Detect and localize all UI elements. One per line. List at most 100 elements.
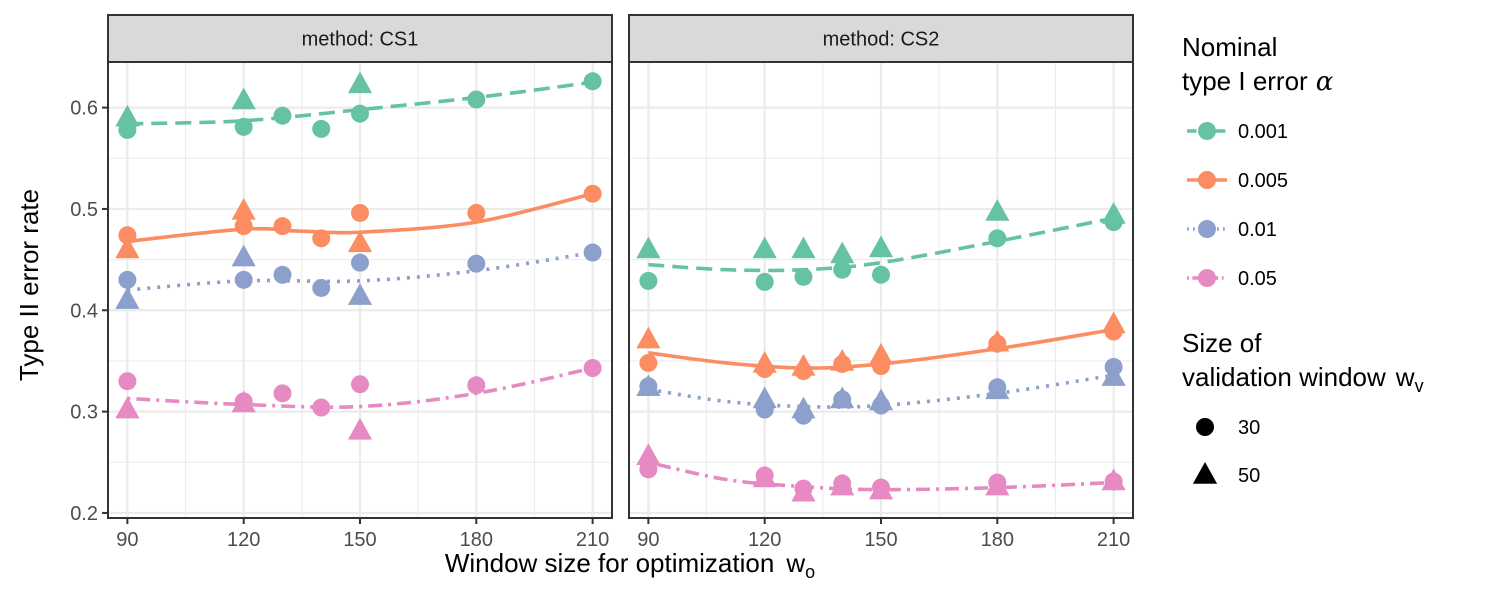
legend-label: 0.01 <box>1238 219 1277 241</box>
x-axis-title-subscript: o <box>805 562 815 582</box>
data-point-triangle <box>868 388 894 411</box>
data-point-circle <box>273 217 292 236</box>
data-point-triangle <box>752 386 777 409</box>
data-point-circle <box>755 272 774 291</box>
data-point-triangle <box>347 417 373 440</box>
data-point-triangle <box>115 104 140 127</box>
data-point-circle <box>118 270 137 289</box>
color-legend-title-line2: type I error α <box>1182 66 1334 97</box>
color-legend-title-text: type I error <box>1182 66 1308 96</box>
panel-1: method: CS1 90 120 150 180 210 0.2 0.3 0.4 0.5 0.6 <box>70 14 613 551</box>
panel-2: method: CS2 90 120 150 180 210 <box>628 14 1134 551</box>
facet-strip-label: method: CS2 <box>823 29 940 51</box>
legend-triangle-key <box>1192 462 1218 484</box>
data-point-triangle <box>115 236 140 259</box>
data-point-circle <box>351 253 369 272</box>
x-tick-label: 150 <box>343 529 376 551</box>
data-point-triangle <box>752 236 777 259</box>
data-point-triangle <box>347 283 373 305</box>
x-axis-title-symbol: w <box>785 548 805 578</box>
legend-circle-key <box>1196 418 1214 436</box>
data-point-triangle <box>1101 468 1126 491</box>
data-point-circle <box>118 372 137 391</box>
data-point-circle <box>312 278 331 297</box>
legend-item-0.001: 0.001 <box>1187 121 1288 143</box>
fit-line-0.05 <box>647 460 1114 492</box>
data-point-circle <box>639 353 658 372</box>
data-point-triangle <box>347 71 373 94</box>
fit-line-0.05 <box>127 366 593 409</box>
data-point-circle <box>467 203 486 222</box>
data-point-circle <box>273 384 292 403</box>
data-point-circle <box>467 90 486 109</box>
data-point-circle <box>583 72 602 91</box>
data-point-triangle <box>636 326 661 349</box>
data-point-triangle <box>752 465 777 488</box>
facet-strip-label: method: CS1 <box>302 29 419 51</box>
color-legend-items: 0.001 0.005 0.01 0.05 <box>1187 121 1288 290</box>
legend-label: 0.001 <box>1238 121 1288 143</box>
data-point-triangle <box>868 235 894 258</box>
y-tick-label: 0.4 <box>70 300 98 322</box>
series-0.001 <box>636 199 1126 291</box>
data-point-triangle <box>1101 311 1126 334</box>
data-point-circle <box>872 265 890 284</box>
data-point-circle <box>234 217 253 236</box>
data-point-triangle <box>1101 202 1126 224</box>
data-point-triangle <box>636 236 661 259</box>
data-point-triangle <box>791 354 816 376</box>
data-point-triangle <box>985 199 1010 221</box>
facet-panels: method: CS1 90 120 150 180 210 0.2 0.3 0.4 0.5 0.6… <box>70 14 1134 551</box>
data-point-circle <box>467 376 486 395</box>
data-point-triangle <box>636 374 661 397</box>
y-tick-label: 0.3 <box>70 402 98 424</box>
data-point-circle <box>273 265 292 284</box>
series-0.05 <box>636 443 1126 502</box>
data-point-triangle <box>347 230 373 253</box>
legend-label: 30 <box>1238 417 1260 439</box>
data-point-triangle <box>830 348 855 371</box>
fit-line-0.005 <box>127 191 594 244</box>
legend-key-point <box>1198 122 1216 140</box>
legend-item-0.05: 0.05 <box>1187 268 1277 290</box>
x-tick-label: 150 <box>864 529 897 551</box>
legend-item-shape-30: 30 <box>1196 417 1260 439</box>
fit-line-0.005 <box>648 327 1114 370</box>
data-point-triangle <box>985 377 1010 400</box>
x-axis-title-text: Window size for optimization <box>445 548 774 578</box>
data-point-triangle <box>830 386 855 409</box>
shape-legend-title-symbol: w <box>1395 362 1415 392</box>
data-point-triangle <box>791 236 816 259</box>
data-point-triangle <box>985 473 1010 496</box>
y-tick-label: 0.6 <box>70 98 98 120</box>
fit-line-0.001 <box>648 216 1114 273</box>
color-legend-title-line1: Nominal <box>1182 32 1277 62</box>
x-tick-label: 180 <box>981 529 1014 551</box>
data-point-circle <box>583 184 602 203</box>
x-tick-label: 90 <box>116 529 138 551</box>
data-point-triangle <box>868 342 894 365</box>
data-point-circle <box>833 260 852 279</box>
series-0.05 <box>115 359 602 440</box>
legend-label: 0.005 <box>1238 170 1288 192</box>
shape-legend-title-text: validation window <box>1182 362 1386 392</box>
y-tick-label: 0.2 <box>70 503 98 525</box>
legend-key-point <box>1198 269 1216 287</box>
fit-line-0.001 <box>127 80 593 126</box>
alpha-symbol: α <box>1316 67 1334 97</box>
legend: Nominal type I error α 0.001 0.005 0.01 0.05… <box>1182 32 1424 487</box>
shape-legend-title-line2: validation window wv <box>1182 362 1424 396</box>
legend-item-0.005: 0.005 <box>1187 170 1288 192</box>
data-point-circle <box>351 375 369 394</box>
x-tick-label: 210 <box>576 529 609 551</box>
series-0.005 <box>115 184 602 259</box>
data-point-triangle <box>231 87 256 110</box>
data-point-triangle <box>985 329 1010 352</box>
data-point-circle <box>312 398 331 417</box>
x-tick-label: 120 <box>227 529 260 551</box>
data-point-circle <box>312 119 331 138</box>
legend-item-0.01: 0.01 <box>1187 219 1277 241</box>
data-point-circle <box>583 243 602 262</box>
legend-item-shape-50: 50 <box>1192 462 1260 487</box>
